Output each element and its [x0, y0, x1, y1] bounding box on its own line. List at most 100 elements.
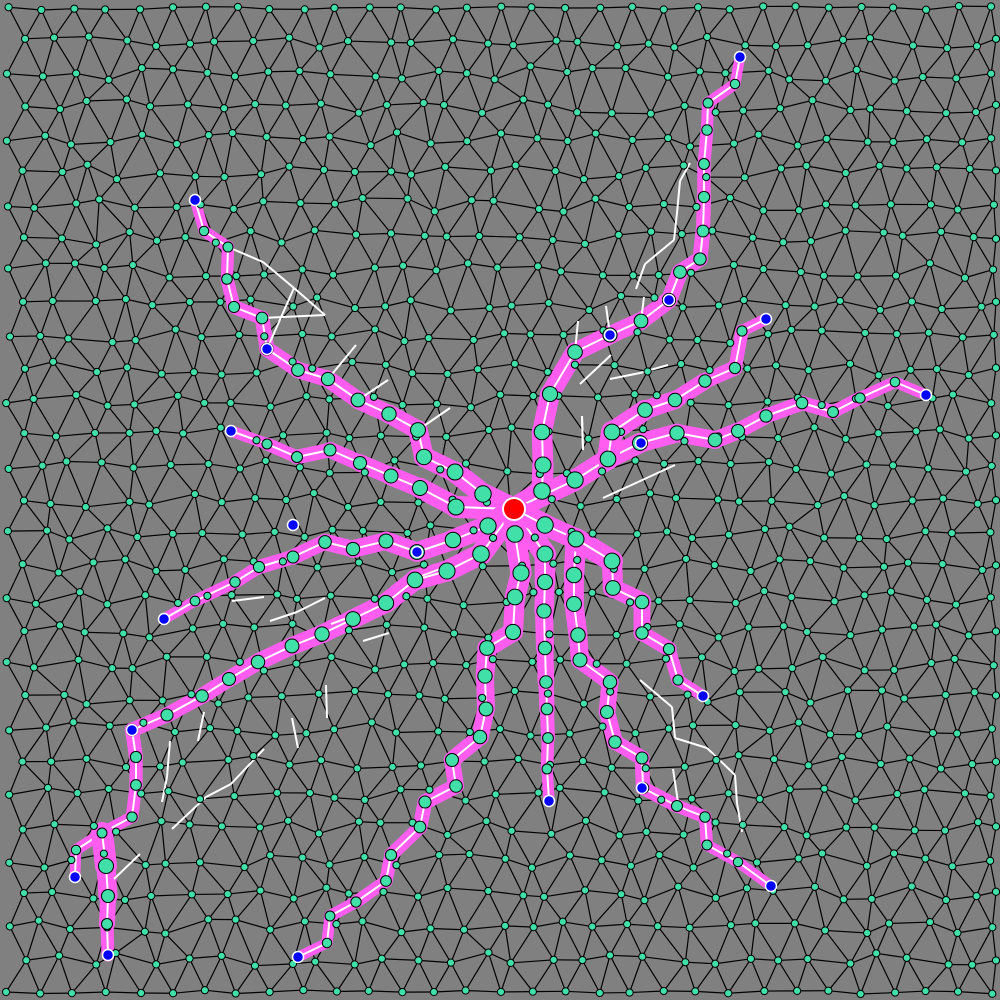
mesh-edge: [825, 204, 847, 232]
mesh-edge: [170, 463, 209, 466]
mesh-node: [302, 729, 311, 738]
mesh-node: [686, 398, 695, 407]
mesh-edge: [24, 368, 35, 400]
mesh-edge: [336, 920, 363, 925]
mesh-node: [238, 530, 247, 539]
mesh-edge: [974, 665, 995, 693]
mesh-edge: [189, 823, 222, 827]
mesh-edge: [429, 887, 449, 929]
mesh-node: [279, 431, 288, 440]
mesh-node: [377, 954, 386, 963]
mesh-edge: [547, 104, 578, 113]
mesh-edge: [314, 961, 338, 992]
mesh-edge: [381, 958, 403, 993]
mesh-edge: [533, 896, 545, 928]
path-node: [222, 241, 234, 253]
mesh-node: [563, 67, 572, 77]
mesh-edge: [162, 693, 192, 702]
mesh-node: [146, 102, 155, 111]
mesh-edge: [805, 165, 827, 205]
mesh-node: [991, 956, 1000, 965]
mesh-edge: [463, 929, 489, 954]
mesh-node: [549, 559, 558, 568]
mesh-edge: [302, 103, 322, 140]
mesh-edge: [435, 270, 452, 311]
mesh-edge: [8, 468, 25, 501]
mesh-edge: [6, 630, 25, 663]
mesh-node: [852, 65, 861, 75]
mesh-edge: [182, 759, 229, 764]
mesh-edge: [9, 920, 39, 927]
mesh-node: [75, 588, 84, 597]
mesh-edge: [940, 733, 958, 769]
mesh-edge: [742, 798, 761, 826]
mesh-edge: [632, 6, 664, 11]
tree-link: [609, 372, 641, 380]
mesh-edge: [40, 9, 55, 38]
mesh-edge: [207, 893, 229, 920]
tree-link: [227, 246, 264, 263]
mesh-edge: [562, 178, 585, 212]
mesh-node: [429, 987, 439, 997]
mesh-edge: [333, 797, 360, 823]
path-node: [600, 705, 614, 719]
mesh-edge: [969, 168, 997, 172]
mesh-edge: [866, 827, 876, 866]
mesh-edge: [382, 891, 402, 933]
mesh-edge: [657, 925, 690, 929]
mesh-edge: [207, 427, 222, 465]
mesh-node: [779, 238, 788, 247]
mesh-node: [794, 718, 803, 727]
mesh-edge: [478, 200, 495, 237]
mesh-edge: [140, 793, 162, 822]
mesh-edge: [628, 956, 643, 993]
mesh-edge: [965, 438, 970, 472]
mesh-node: [872, 949, 881, 958]
mesh-node: [879, 228, 888, 237]
mesh-edge: [139, 9, 157, 47]
mesh-node: [841, 168, 850, 178]
mesh-node: [91, 296, 100, 306]
mesh-node: [991, 363, 1000, 373]
mesh-edge: [331, 307, 356, 337]
mesh-edge: [906, 138, 928, 169]
mesh-edge: [956, 733, 973, 765]
mesh-node: [988, 265, 998, 274]
mesh-edge: [500, 99, 524, 134]
tree-link: [676, 180, 681, 214]
mesh-edge: [485, 794, 497, 822]
mesh-edge: [769, 721, 799, 732]
mesh-edge: [207, 919, 223, 957]
mesh-node: [69, 718, 78, 727]
mesh-node: [231, 989, 240, 998]
mesh-node: [4, 264, 13, 273]
mesh-node: [161, 929, 170, 938]
mesh-edge: [94, 405, 109, 434]
mesh-edge: [9, 727, 47, 731]
mesh-edge: [794, 886, 816, 924]
mesh-node: [211, 238, 220, 247]
mesh-node: [625, 988, 634, 997]
mesh-edge: [136, 504, 150, 538]
mesh-edge: [504, 895, 524, 927]
mesh-edge: [334, 197, 363, 205]
mesh-node: [964, 370, 973, 380]
mesh-edge: [769, 691, 786, 731]
mesh-node: [820, 784, 829, 793]
mesh-edge: [822, 656, 849, 691]
mesh-edge: [304, 7, 335, 10]
mesh-node: [322, 883, 331, 892]
mesh-node: [281, 101, 290, 110]
mesh-node: [953, 928, 962, 937]
mesh-edge: [485, 820, 506, 860]
mesh-node: [277, 692, 286, 701]
mesh-node: [991, 887, 1000, 896]
mesh-edge: [204, 955, 223, 991]
mesh-node: [463, 259, 473, 268]
mesh-node: [837, 752, 846, 762]
mesh-edge: [402, 403, 437, 406]
mesh-edge: [940, 763, 973, 770]
mesh-edge: [86, 699, 130, 705]
mesh-edge: [906, 957, 927, 992]
mesh-node: [230, 72, 240, 81]
